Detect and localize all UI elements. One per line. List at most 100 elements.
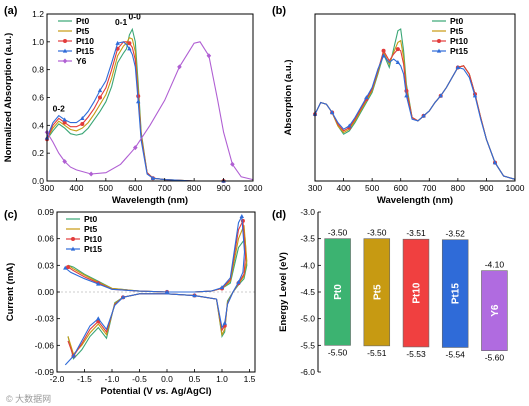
data-point [136,99,141,104]
y-tick-label: -6.0 [300,367,315,377]
data-point [222,320,227,325]
data-point [404,93,409,98]
panel-label: (b) [272,5,286,17]
legend-marker [437,39,441,43]
y-tick-label: -4.0 [300,260,315,270]
homo-label: -5.54 [446,349,466,359]
legend-label: Pt10 [450,36,468,46]
y-axis-label: Absorption (a.u.) [283,60,294,136]
y-tick-label: 0.6 [32,93,44,103]
series-line [314,54,516,180]
data-point [395,47,400,52]
data-point [421,113,426,118]
bar-name-label: Y6 [490,304,501,317]
panel-2-plot: (b) 300 400 500 600 700 800 900 1000 Wavelength (… [272,5,525,206]
bar-name-label: Pt5 [372,284,383,300]
y-tick-label: 0.8 [32,65,44,75]
data-point [192,293,197,298]
energy-bar [481,270,508,351]
plot-frame [314,13,516,182]
legend-label: Pt15 [450,46,468,56]
data-point [88,171,94,177]
legend-label: Pt5 [450,26,464,36]
energy-bar [324,238,351,346]
panel-label: (d) [272,209,286,221]
series-line [314,28,516,180]
lumo-label: -3.50 [367,228,387,238]
data-point [71,353,76,358]
energy-bar [402,238,430,348]
y-tick-label: 0.09 [37,207,54,217]
series-pt15 [44,40,253,183]
x-tick-label: 500 [365,183,379,193]
data-point [381,53,386,58]
energy-bar-pt10: -3.51 -5.53 Pt10 [402,228,430,359]
data-point [395,60,401,65]
y-tick-label: 1.0 [32,37,44,47]
data-point [97,88,103,93]
y-tick-label: -0.03 [35,314,55,324]
data-point [236,279,241,284]
legend-label: Pt5 [84,224,98,234]
y-axis-label: Current (mA) [5,263,16,322]
panel-label: (a) [4,5,18,17]
data-point [347,123,352,128]
legend-marker [70,246,76,251]
y-tick-label: -5.5 [300,340,315,350]
energy-bar-pt15: -3.52 -5.54 Pt15 [441,229,469,359]
data-point [438,93,443,98]
data-point [381,48,386,53]
data-point [177,64,182,70]
annotation: 0-2 [53,103,66,113]
homo-label: -5.50 [328,347,348,357]
x-tick-label: 700 [158,183,172,193]
data-point [239,214,244,219]
x-tick-label: 600 [394,183,408,193]
data-point [230,161,235,167]
data-point [455,65,461,70]
panel-3-plot: (c) -2.0 -1.5 -1.0 -0.5 0.0 0.5 1.0 1.5 -0.09 -0.0… [4,207,256,397]
legend-marker [436,48,442,53]
panel-label: (c) [4,209,18,221]
series-pt15 [63,214,246,366]
series-pt10 [313,47,516,180]
y-tick-label: -4.5 [300,287,315,297]
x-tick-label: -2.0 [50,374,65,384]
series-pt15 [312,53,516,180]
legend-label: Pt15 [84,244,102,254]
x-tick-label: 900 [216,183,230,193]
data-point [132,145,138,151]
lumo-label: -3.52 [446,229,466,239]
y-tick-label: 1.2 [32,9,44,19]
series-pt5 [314,39,516,180]
x-tick-label: -1.0 [105,374,120,384]
legend-label: Pt0 [84,214,98,224]
energy-bar-y6: -4.10 -5.60 Y6 [481,260,508,363]
lumo-label: -4.10 [485,260,505,270]
x-tick-label: 400 [69,183,83,193]
legend-marker [62,48,68,53]
energy-bar [363,238,391,347]
homo-label: -5.53 [406,349,426,359]
legend-label: Pt15 [76,46,94,56]
data-point [80,115,85,120]
data-point [164,289,170,294]
x-tick-label: 600 [128,183,142,193]
series-line [64,214,246,366]
series-line [314,39,516,180]
y-tick-label: -5.0 [300,314,315,324]
data-point [96,281,101,286]
panel-4-plot: (d) -3.50 -5.50 Pt0 -3.50 -5.51 Pt5 -3.51 -5.53 P… [272,207,508,377]
x-axis-label: Wavelength (nm) [112,195,188,206]
y-axis-label: Energy Level (eV) [278,252,289,332]
bar-name-label: Pt0 [333,284,344,300]
data-point [80,121,85,126]
x-tick-label: -1.5 [77,374,92,384]
data-point [127,46,132,51]
x-tick-label: 1000 [506,183,525,193]
homo-label: -5.60 [485,353,505,363]
watermark-text: © 大数据网 [6,394,52,404]
